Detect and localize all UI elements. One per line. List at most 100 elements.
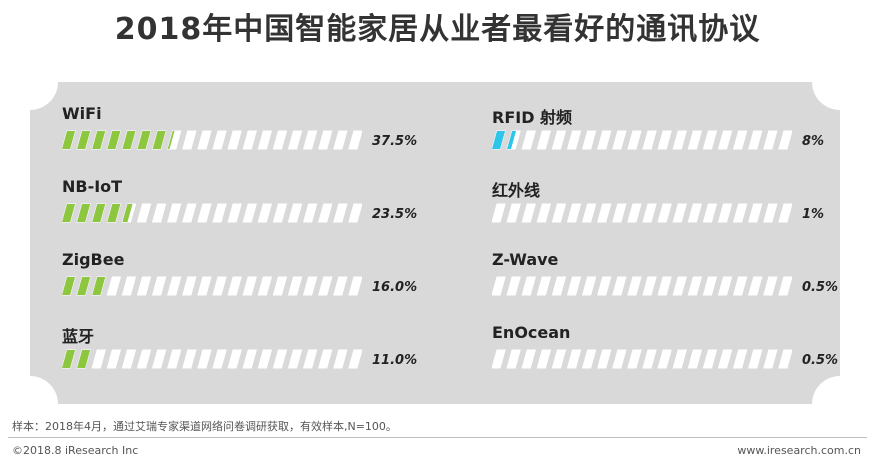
bar-segment-empty [182, 276, 197, 296]
bar-segment-empty [287, 203, 303, 223]
bar-segment-empty [167, 349, 182, 369]
website-link[interactable]: www.iresearch.com.cn [737, 444, 861, 457]
bar-segment-empty [627, 203, 642, 223]
bar-segment-empty [687, 276, 703, 296]
bar-segment-filled [92, 204, 106, 222]
bar-segment-empty [536, 203, 552, 223]
bar-segment-empty [597, 276, 612, 296]
bar-segment-empty [106, 349, 122, 369]
bar-segment-empty [581, 203, 597, 223]
bar-segment-empty [581, 349, 597, 369]
category-label: WiFi [62, 104, 102, 123]
bar-segment-filled [77, 204, 91, 222]
bar-segment-empty [627, 349, 642, 369]
bar-segment-empty [763, 203, 778, 223]
bar-segment-empty [182, 130, 197, 150]
bar-segment-empty [318, 276, 333, 296]
chart-title: 2018年中国智能家居从业者最看好的通讯协议 [114, 12, 761, 47]
bar-segment-empty [717, 203, 733, 223]
bar-segment-empty [748, 349, 763, 369]
sample-footnote: 样本：2018年4月，通过艾瑞专家渠道网络问卷调研获取，有效样本,N=100。 [12, 420, 397, 433]
bar-segment-empty [492, 276, 506, 296]
bar-segment-empty [197, 349, 212, 369]
bar-segment-empty [287, 276, 303, 296]
bar-segment-empty [212, 203, 227, 223]
bar-segment-empty [106, 276, 122, 296]
bar-segment-empty [702, 349, 718, 369]
bar-segment-empty [597, 203, 612, 223]
bar-segment-empty [167, 130, 182, 150]
bar-segment-empty [717, 276, 733, 296]
bar-segment-empty [506, 349, 521, 369]
bar-segment-filled [107, 131, 121, 149]
category-label: NB-IoT [62, 177, 123, 196]
bar-segment-empty [687, 203, 703, 223]
bar-segment-empty [657, 349, 672, 369]
bar-segment-empty [348, 203, 362, 223]
segmented-bar [492, 349, 792, 369]
segmented-bar [62, 349, 362, 369]
bar-segment-empty [687, 349, 703, 369]
bar-segment-empty [612, 130, 627, 150]
bar-segment-empty [581, 130, 597, 150]
bar-segment-filled [92, 131, 106, 149]
value-label: 16.0% [372, 280, 418, 295]
bar-segment-filled [107, 204, 121, 222]
segmented-bar [62, 276, 362, 296]
bar-segment-empty [151, 276, 167, 296]
bar-segment-empty [763, 349, 778, 369]
bar-segment-empty [672, 203, 687, 223]
bar-segment-empty [302, 276, 318, 296]
bar-segment-empty [778, 276, 792, 296]
bar-segment-empty [612, 349, 627, 369]
bar-segment-empty [227, 130, 242, 150]
bar-item: 红外线 1% [492, 177, 840, 237]
bar-segment-empty [492, 203, 506, 223]
bar-segment-empty [272, 130, 288, 150]
bar-segment-empty [763, 276, 778, 296]
bar-item: EnOcean 0.5% [492, 323, 840, 383]
bar-segment-filled [92, 277, 106, 295]
bar-item: ZigBee 16.0% [62, 250, 422, 310]
bar-segment-empty [182, 203, 197, 223]
bar-segment-empty [566, 276, 582, 296]
bar-item: Z-Wave 0.5% [492, 250, 840, 310]
bar-segment-empty [287, 349, 303, 369]
bar-segment-empty [732, 130, 748, 150]
bar-segment-empty [748, 276, 763, 296]
bar-segment-empty [182, 349, 197, 369]
bar-item: WiFi 37.5% [62, 104, 422, 164]
bar-segment-empty [657, 130, 672, 150]
bar-segment-empty [748, 130, 763, 150]
bar-segment-empty [242, 130, 257, 150]
bar-segment-empty [272, 276, 288, 296]
bar-segment-empty [212, 276, 227, 296]
bar-segment-empty [732, 203, 748, 223]
bar-segment-empty [348, 276, 362, 296]
bar-segment-empty [167, 276, 182, 296]
value-label: 23.5% [372, 207, 418, 222]
bar-segment-empty [197, 130, 212, 150]
bar-segment-empty [151, 349, 167, 369]
bar-segment-empty [121, 276, 137, 296]
bar-segment-empty [536, 130, 552, 150]
segmented-bar [62, 130, 362, 150]
bar-segment-empty [657, 276, 672, 296]
bar-segment-empty [333, 130, 348, 150]
bar-segment-empty [521, 349, 536, 369]
bar-segment-empty [167, 203, 182, 223]
bar-segment-empty [242, 276, 257, 296]
segmented-bar [492, 203, 792, 223]
bar-segment-filled [77, 350, 91, 368]
bar-segment-filled [122, 204, 133, 222]
bar-segment-empty [627, 276, 642, 296]
bar-segment-empty [687, 130, 703, 150]
bar-segment-empty [551, 130, 567, 150]
value-label: 37.5% [372, 134, 418, 149]
bar-segment-empty [672, 276, 687, 296]
bar-segment-empty [642, 203, 657, 223]
category-label: Z-Wave [492, 250, 559, 269]
category-label: RFID 射频 [492, 108, 573, 127]
bar-segment-empty [333, 276, 348, 296]
category-label: 红外线 [492, 181, 541, 200]
